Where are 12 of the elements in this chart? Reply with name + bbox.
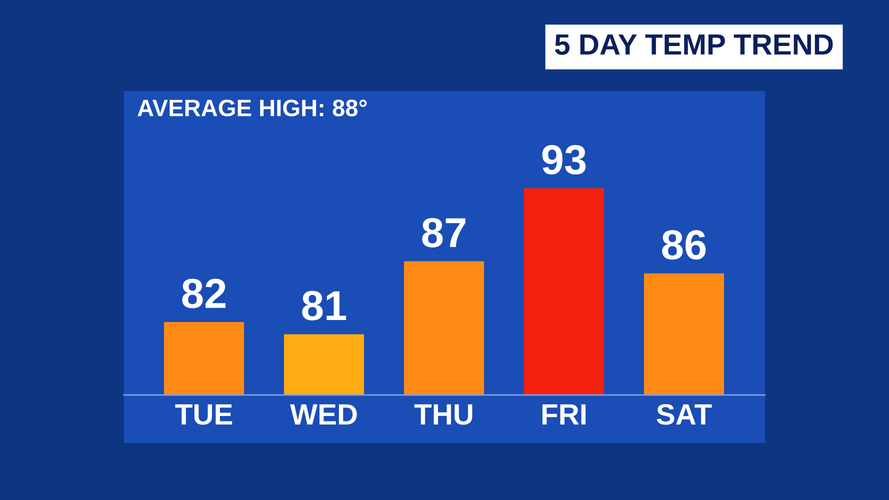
annotation: AVERAGE HIGH: 88° xyxy=(138,100,367,116)
x-tick-label: FRI xyxy=(542,404,586,424)
x-tick-label: WED xyxy=(290,404,357,424)
data-label: 86 xyxy=(662,230,706,260)
x-tick-label: THU xyxy=(414,404,472,425)
data-label: 87 xyxy=(422,218,466,248)
chart-title: 5 DAY TEMP TREND xyxy=(554,34,833,55)
data-label: 93 xyxy=(542,144,586,175)
x-tick-label: SAT xyxy=(656,404,712,425)
data-label: 82 xyxy=(182,278,226,308)
data-label: 81 xyxy=(302,290,346,320)
x-tick-label: TUE xyxy=(175,404,232,425)
